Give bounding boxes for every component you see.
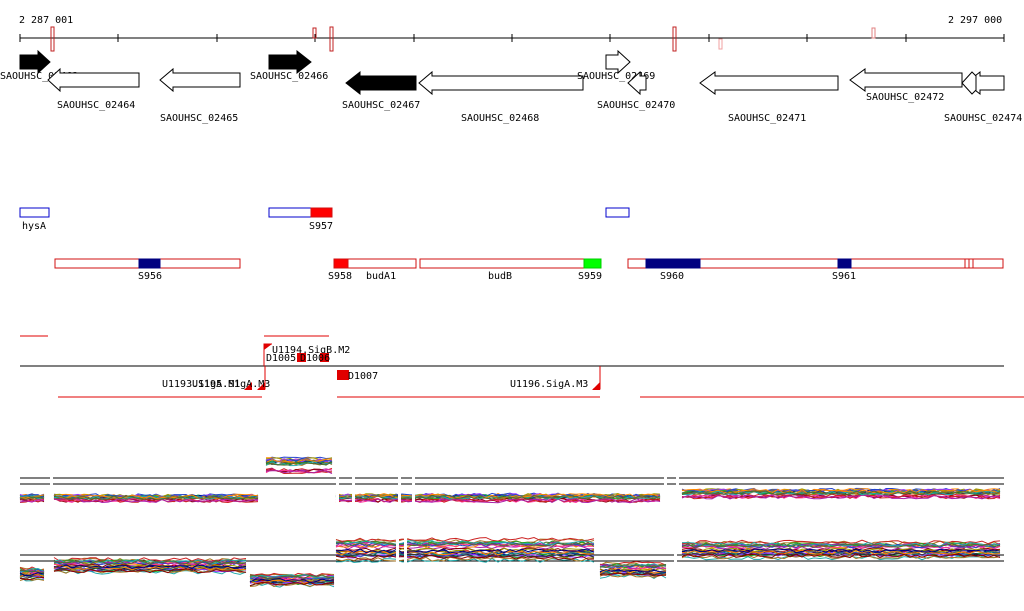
svg-text:U1193.SigA.M1: U1193.SigA.M1 (162, 379, 240, 390)
promoter-u1193-u1195[interactable]: U1193.SigA.M1 U1195.SigA.M3 (162, 366, 270, 390)
svg-text:S959: S959 (578, 271, 602, 282)
gene-track: SAOUHSC_02463 SAOUHSC_02464 SAOUHSC_0246… (0, 49, 1022, 124)
svg-text:S956: S956 (138, 271, 162, 282)
svg-text:budB: budB (488, 271, 512, 282)
start-coordinate: 2 287 001 (19, 15, 73, 26)
feature-s958[interactable]: S958 (328, 258, 417, 282)
expression-line (19, 461, 1001, 501)
feature-buda1: budA1 (366, 271, 396, 282)
gene-saouhsc-02463[interactable]: SAOUHSC_02463 (0, 49, 78, 82)
track-gap (396, 532, 399, 582)
feature-hysa[interactable]: hysA (19, 207, 50, 232)
gene-saouhsc-02468[interactable]: SAOUHSC_02468 (418, 70, 584, 124)
promoter-d1005-d1006[interactable]: D1005 D1006 (266, 353, 330, 364)
track-gap (412, 470, 415, 510)
feature-s960[interactable]: S960 (627, 258, 1004, 282)
svg-text:U1194.SigB.M2: U1194.SigB.M2 (272, 345, 350, 356)
feature-s957[interactable]: S957 (268, 207, 333, 232)
feature-budb[interactable]: budB (419, 258, 602, 282)
svg-text:S957: S957 (309, 221, 333, 232)
svg-text:U1195.SigA.M3: U1195.SigA.M3 (192, 379, 270, 390)
svg-text:SAOUHSC_02467: SAOUHSC_02467 (342, 100, 420, 111)
svg-text:SAOUHSC_02464: SAOUHSC_02464 (57, 100, 135, 111)
gene-saouhsc-02467[interactable]: SAOUHSC_02467 (342, 70, 420, 111)
svg-text:SAOUHSC_02469: SAOUHSC_02469 (577, 71, 655, 82)
gene-saouhsc-02464[interactable]: SAOUHSC_02464 (47, 67, 140, 111)
expression-line (19, 458, 1001, 499)
gene-saouhsc-02470[interactable]: SAOUHSC_02470 (597, 70, 675, 111)
axis-markers (50, 26, 876, 52)
expression-line (19, 554, 1001, 588)
svg-text:D1006: D1006 (300, 353, 330, 364)
gene-saouhsc-02471[interactable]: SAOUHSC_02471 (699, 71, 839, 124)
svg-text:D1005: D1005 (266, 353, 296, 364)
track-gap (664, 470, 667, 510)
track-gap (352, 470, 355, 510)
gene-saouhsc-02474[interactable]: SAOUHSC_02474 (944, 70, 1022, 124)
svg-text:SAOUHSC_02466: SAOUHSC_02466 (250, 71, 328, 82)
expression-line (19, 469, 1001, 504)
promoter-track: U1194.SigB.M2 D1005 D1006 D1007 U1193.Si… (20, 335, 1024, 398)
gene-saouhsc-02469[interactable]: SAOUHSC_02469 (577, 49, 655, 82)
track-gap (404, 532, 407, 582)
expression-line (19, 553, 1001, 587)
svg-text:SAOUHSC_02465: SAOUHSC_02465 (160, 113, 238, 124)
svg-text:S961: S961 (832, 271, 856, 282)
svg-text:SAOUHSC_02463: SAOUHSC_02463 (0, 71, 78, 82)
coordinate-axis: 2 287 001 2 297 000 (19, 15, 1005, 52)
promoter-u1196[interactable]: U1196.SigA.M3 (510, 366, 601, 390)
expression-line (19, 460, 1001, 500)
svg-text:budA1: budA1 (366, 271, 396, 282)
expression-line (19, 548, 1001, 583)
expression-track-bottom (19, 532, 1004, 588)
svg-text:hysA: hysA (22, 221, 46, 232)
svg-text:D1007: D1007 (348, 371, 378, 382)
expression-track-top (19, 456, 1004, 510)
svg-text:S960: S960 (660, 271, 684, 282)
svg-text:U1196.SigA.M3: U1196.SigA.M3 (510, 379, 588, 390)
gene-saouhsc-02466[interactable]: SAOUHSC_02466 (250, 49, 328, 82)
track-gap (674, 532, 677, 582)
svg-text:SAOUHSC_02474: SAOUHSC_02474 (944, 113, 1022, 124)
promoter-d1007[interactable]: D1007 (337, 370, 378, 382)
feature-s961[interactable]: S961 (832, 258, 856, 282)
expression-line (19, 461, 1001, 501)
track-gap (336, 470, 339, 510)
track-gap (676, 470, 679, 510)
track-gap (398, 470, 401, 510)
feature-s959[interactable]: S959 (578, 258, 602, 282)
gene-saouhsc-02465[interactable]: SAOUHSC_02465 (159, 67, 241, 124)
svg-text:SAOUHSC_02472: SAOUHSC_02472 (866, 92, 944, 103)
svg-text:SAOUHSC_02471: SAOUHSC_02471 (728, 113, 806, 124)
promoter-u1194[interactable]: U1194.SigB.M2 (263, 343, 350, 366)
end-coordinate: 2 297 000 (948, 15, 1002, 26)
expression-line (19, 551, 1001, 585)
svg-text:S958: S958 (328, 271, 352, 282)
expression-line (19, 540, 1001, 579)
expression-line (19, 541, 1001, 580)
feature-s956[interactable]: S956 (54, 258, 241, 282)
gene-saouhsc-02472[interactable]: SAOUHSC_02472 (849, 68, 963, 103)
expression-line (19, 470, 1001, 504)
feature-outline-box[interactable] (605, 207, 630, 218)
feature-track: hysA S957 S956 S958 budA1 budB (19, 207, 1004, 282)
track-gap (50, 470, 53, 510)
svg-text:SAOUHSC_02468: SAOUHSC_02468 (461, 113, 539, 124)
svg-text:SAOUHSC_02470: SAOUHSC_02470 (597, 100, 675, 111)
